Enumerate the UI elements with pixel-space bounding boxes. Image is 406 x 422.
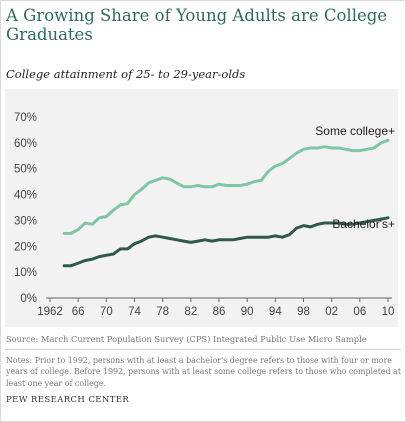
series-label-some-college: Some college+ <box>315 124 395 138</box>
y-tick-label: 50% <box>14 164 37 176</box>
x-tick-label: 02 <box>325 306 338 318</box>
y-tick-label: 40% <box>14 190 37 202</box>
x-tick-label: 90 <box>241 306 254 318</box>
y-tick-label: 60% <box>14 138 37 150</box>
series-line-bachelors <box>62 216 390 268</box>
x-tick-label: 1962 <box>37 306 63 318</box>
x-tick-label: 98 <box>297 306 310 318</box>
x-tick-label: 74 <box>128 306 141 318</box>
credit-text: PEW RESEARCH CENTER <box>6 395 130 405</box>
x-tick-label: 94 <box>269 306 282 318</box>
divider <box>5 349 401 350</box>
y-tick-label: 20% <box>14 241 37 253</box>
plot-area <box>5 89 398 327</box>
series-label-bachelors: Bachelor's+ <box>332 217 395 231</box>
x-tick-label: 06 <box>353 306 366 318</box>
x-tick-label: 86 <box>213 306 226 318</box>
x-tick-label: 78 <box>156 306 169 318</box>
y-tick-label: 70% <box>14 112 37 124</box>
x-axis: 1962 66 70 74 78 82 86 90 94 98 02 06 10 <box>37 297 395 318</box>
x-tick-label: 66 <box>72 306 85 318</box>
x-tick-label: 10 <box>382 306 395 318</box>
chart-subtitle: College attainment of 25- to 29-year-old… <box>6 67 246 81</box>
y-tick-label: 30% <box>14 215 37 227</box>
notes-text: Notes: Prior to 1992, persons with at le… <box>6 356 401 388</box>
chart-title: A Growing Share of Young Adults are Coll… <box>6 6 388 44</box>
y-axis: 0% 10% 20% 30% 40% 50% 60% 70% <box>14 112 37 305</box>
x-tick-label: 70 <box>100 306 113 318</box>
source-note: Source: March Current Population Survey … <box>6 334 367 344</box>
x-tick-label: 82 <box>184 306 197 318</box>
y-tick-label: 10% <box>14 267 37 279</box>
y-tick-label: 0% <box>20 293 37 305</box>
series-layer <box>62 138 390 268</box>
series-line-some-college <box>62 138 390 235</box>
